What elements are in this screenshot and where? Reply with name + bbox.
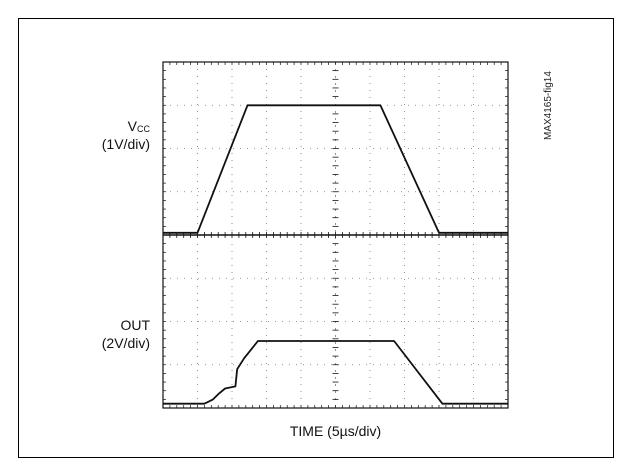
vcc-trace-label: VCC — [127, 118, 150, 134]
trace-out — [163, 340, 508, 405]
out-scale-label: (2V/div) — [101, 335, 150, 351]
x-axis-label: TIME (5µs/div) — [289, 423, 382, 439]
out-trace-label: OUT — [120, 317, 150, 333]
scope-traces — [163, 104, 508, 405]
trace-vcc — [163, 104, 508, 234]
figure-id-label: MAX4165-fig14 — [543, 71, 554, 140]
scope-grid — [162, 61, 509, 409]
vcc-scale-label: (1V/div) — [101, 136, 150, 152]
figure-frame — [18, 18, 614, 458]
